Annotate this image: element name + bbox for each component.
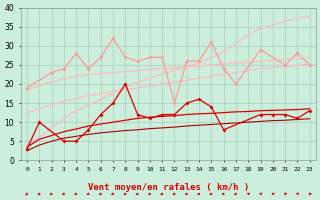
X-axis label: Vent moyen/en rafales ( km/h ): Vent moyen/en rafales ( km/h )	[88, 183, 249, 192]
